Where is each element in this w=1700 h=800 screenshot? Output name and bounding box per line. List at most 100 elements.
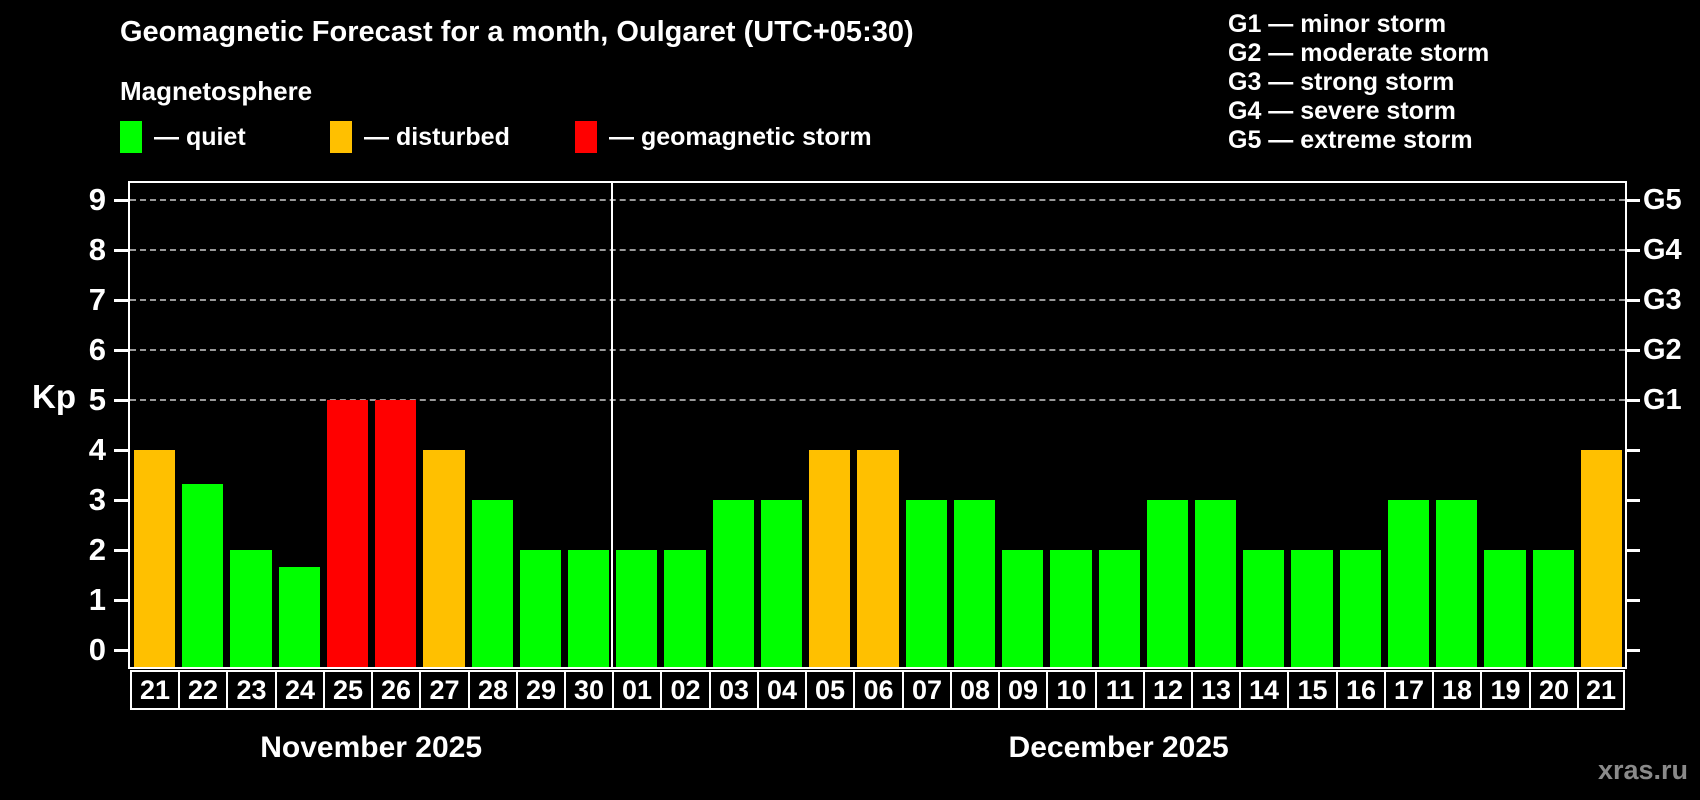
magnetosphere-label: Magnetosphere (120, 76, 313, 106)
kp-bar (327, 400, 368, 667)
day-tick-cell: 25 (323, 670, 373, 710)
day-tick-cell: 09 (998, 670, 1048, 710)
month-label-november: November 2025 (260, 731, 483, 764)
kp-bar (1340, 550, 1381, 667)
kp-bar (1147, 500, 1188, 667)
kp-bar (761, 500, 802, 667)
right-axis-tick (1627, 399, 1640, 402)
y-tick-label: 9 (88, 182, 106, 217)
day-tick-cell: 30 (564, 670, 614, 710)
y-tick-label: 8 (88, 232, 106, 267)
day-tick-cell: 24 (275, 670, 325, 710)
kp-bar (1291, 550, 1333, 667)
y-axis-tick (114, 249, 128, 252)
kp-bar (809, 450, 850, 667)
quiet-swatch (120, 121, 142, 153)
right-axis-tick (1627, 599, 1640, 602)
kp-bar (520, 550, 561, 667)
y-axis-tick (114, 499, 128, 502)
day-axis-row: 21 22 23 24 25 26 27 28 29 30 01 02 03 04 05 06 07 08 09 10… (130, 670, 1625, 710)
day-tick-cell: 20 (1529, 670, 1579, 710)
kp-bar (1388, 500, 1429, 667)
g5-legend-line: G5 — extreme storm (1228, 126, 1473, 154)
kp-bar (1050, 550, 1092, 667)
y-tick-label: 2 (88, 532, 106, 567)
kp-gridline (130, 249, 1625, 251)
kp-gridline (130, 199, 1625, 201)
g-level-label: G2 (1643, 334, 1682, 366)
g-level-label: G4 (1643, 234, 1682, 266)
day-tick-cell: 10 (1046, 670, 1097, 710)
kp-gridline (130, 349, 1625, 351)
day-tick-cell: 22 (178, 670, 228, 710)
kp-bar (954, 500, 995, 667)
y-axis-tick (114, 649, 128, 652)
legend-label-quiet: — quiet (154, 123, 246, 151)
g-level-label: G3 (1643, 284, 1682, 316)
kp-bar (1099, 550, 1140, 667)
kp-bar (1195, 500, 1236, 667)
kp-bar (664, 550, 706, 667)
kp-bar (1243, 550, 1284, 667)
y-tick-label: 1 (88, 582, 106, 617)
kp-bar (279, 566, 320, 667)
y-axis-tick (114, 549, 128, 552)
page-title: Geomagnetic Forecast for a month, Oulgar… (120, 16, 914, 48)
kp-bar (1436, 500, 1477, 667)
kp-bar (134, 450, 175, 667)
kp-bar (375, 400, 416, 667)
y-axis-tick (114, 299, 128, 302)
y-tick-label: 3 (88, 482, 106, 517)
g1-legend-line: G1 — minor storm (1228, 10, 1447, 38)
day-tick-cell: 03 (709, 670, 759, 710)
kp-bar (906, 500, 947, 667)
legend-label-storm: — geomagnetic storm (609, 123, 872, 151)
kp-chart-plot-area: 0 1 2 3 4 5 6 7 8 9 G1 G2 G3 G4 G5 (89, 181, 1682, 669)
y-axis-tick (114, 349, 128, 352)
g2-legend-line: G2 — moderate storm (1228, 39, 1490, 67)
y-axis-tick (114, 199, 128, 202)
y-axis-tick (114, 599, 128, 602)
g3-legend-line: G3 — strong storm (1228, 68, 1455, 96)
day-tick-cell: 13 (1191, 670, 1241, 710)
storm-swatch (575, 121, 597, 153)
right-axis-tick (1627, 249, 1640, 252)
kp-gridline (130, 299, 1625, 301)
g-level-label: G5 (1643, 184, 1682, 216)
right-axis-tick (1627, 549, 1640, 552)
watermark: xras.ru (1597, 755, 1688, 785)
kp-bar (423, 450, 465, 667)
day-tick-cell: 02 (660, 670, 711, 710)
month-label-december: December 2025 (1008, 731, 1229, 764)
kp-bar (1581, 450, 1622, 667)
day-tick-cell: 21 (130, 670, 180, 710)
kp-bar (1484, 550, 1526, 667)
day-tick-cell: 29 (516, 670, 566, 710)
day-tick-cell: 23 (226, 670, 277, 710)
g-scale-legend: G1 — minor storm G2 — moderate storm G3 … (1228, 10, 1489, 155)
day-tick-cell: 05 (805, 670, 855, 710)
g-level-label: G1 (1643, 384, 1682, 416)
right-axis-tick (1627, 299, 1640, 302)
y-axis-tick (114, 449, 128, 452)
day-tick-cell: 15 (1287, 670, 1338, 710)
disturbed-swatch (330, 121, 352, 153)
kp-bar (472, 500, 513, 667)
g4-legend-line: G4 — severe storm (1228, 97, 1456, 125)
day-tick-cell: 21 (1577, 670, 1625, 710)
y-tick-label: 0 (88, 632, 106, 667)
right-axis-tick (1627, 649, 1640, 652)
day-tick-cell: 19 (1480, 670, 1531, 710)
day-tick-cell: 18 (1432, 670, 1482, 710)
y-tick-label: 5 (88, 382, 106, 417)
kp-gridline (130, 399, 1625, 401)
kp-bar (616, 550, 657, 667)
y-axis-label: Kp (32, 378, 76, 415)
kp-bar (1002, 550, 1043, 667)
kp-bar (1533, 550, 1574, 667)
kp-bar (857, 450, 899, 667)
day-tick-cell: 26 (371, 670, 421, 710)
right-axis-tick (1627, 349, 1640, 352)
day-tick-cell: 04 (757, 670, 807, 710)
